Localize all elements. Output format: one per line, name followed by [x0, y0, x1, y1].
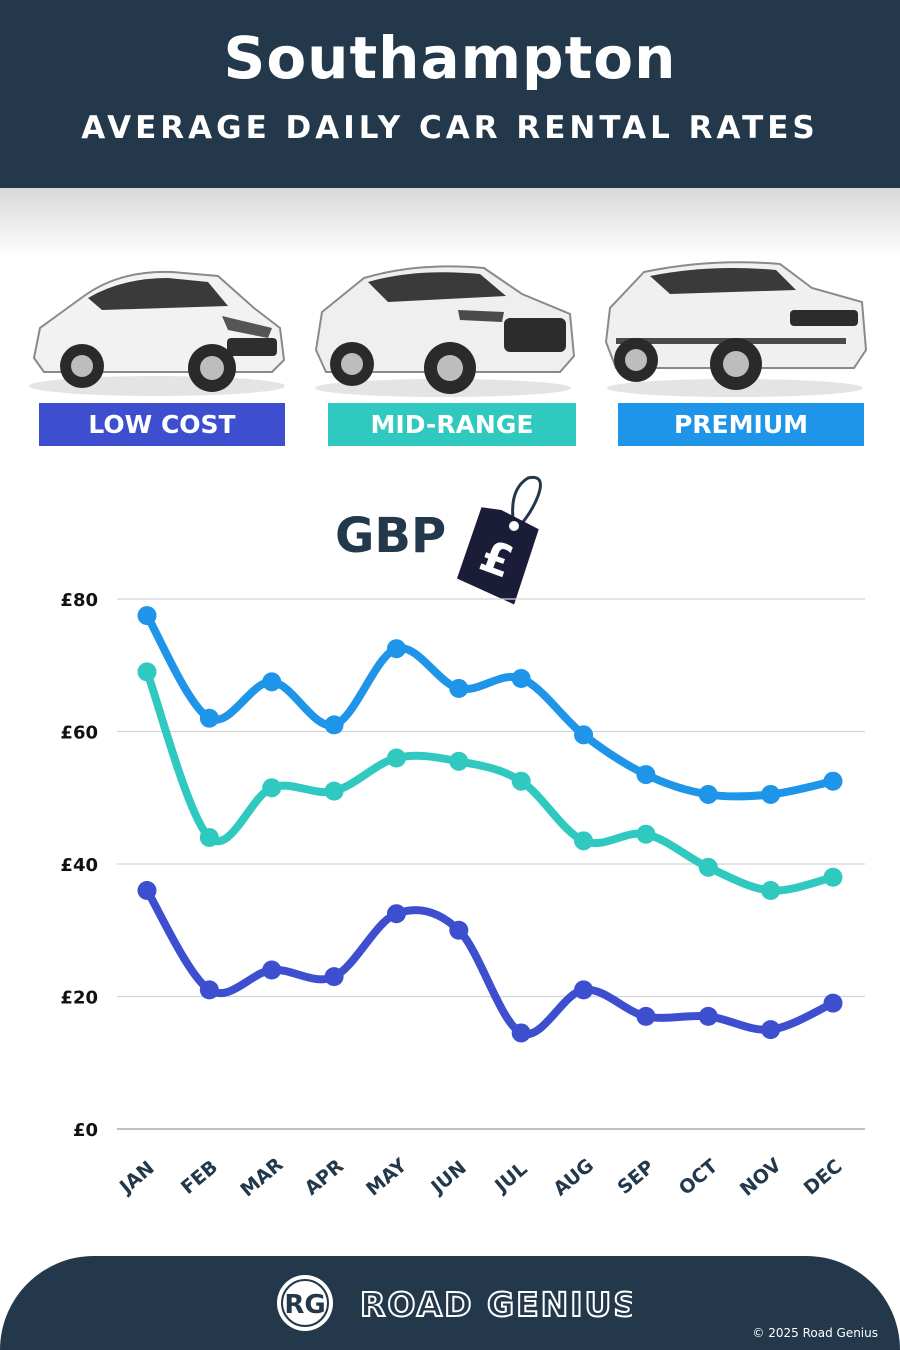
x-tick-label: MAR: [236, 1153, 287, 1201]
x-tick-label: AUG: [549, 1154, 598, 1200]
data-point-mid: [511, 771, 531, 791]
data-point-low: [324, 967, 344, 987]
premium-badge: PREMIUM: [618, 403, 864, 446]
x-tick-label: MAY: [362, 1154, 411, 1200]
header-banner: [0, 0, 900, 188]
x-tick-label: NOV: [736, 1154, 786, 1201]
x-tick-label: JUN: [426, 1157, 471, 1200]
data-point-low: [761, 1020, 781, 1040]
data-point-low: [823, 993, 843, 1013]
data-point-premium: [823, 771, 843, 791]
data-point-low: [698, 1006, 718, 1026]
price-tag-icon: £: [456, 475, 542, 605]
data-point-low: [199, 980, 219, 1000]
data-point-low: [386, 904, 406, 924]
y-tick-label: £0: [73, 1120, 98, 1141]
data-point-mid: [823, 867, 843, 887]
data-point-premium: [761, 784, 781, 804]
data-point-premium: [199, 708, 219, 728]
x-tick-label: APR: [301, 1155, 349, 1200]
x-tick-label: JAN: [114, 1157, 159, 1199]
data-point-mid: [698, 857, 718, 877]
data-point-mid: [262, 778, 282, 798]
data-point-low: [262, 960, 282, 980]
logo-mark: RG: [284, 1290, 325, 1320]
rental-rates-chart: £0 £20 £40 £60 £80 JAN FEB MAR APR MAY JUN JUL AUG SE…: [60, 590, 865, 1201]
premium-suv-car-image: [604, 261, 868, 397]
data-point-premium: [511, 669, 531, 688]
data-point-premium: [137, 606, 157, 626]
x-tick-label: SEP: [613, 1156, 658, 1199]
x-tick-label: DEC: [800, 1155, 847, 1199]
road-genius-logo: RG ROAD GENIUS: [277, 1275, 632, 1331]
series-line-mid: [143, 667, 837, 895]
x-tick-label: FEB: [177, 1156, 222, 1199]
data-point-premium: [698, 784, 718, 804]
y-tick-label: £40: [60, 855, 98, 876]
suv-car-image: [314, 265, 576, 397]
data-point-mid: [761, 881, 781, 900]
data-point-premium: [324, 715, 344, 735]
data-point-low: [636, 1006, 656, 1026]
page-title: Southampton: [223, 24, 677, 92]
data-point-mid: [636, 824, 656, 844]
data-point-mid: [324, 781, 344, 801]
header-shadow: [0, 188, 900, 258]
data-point-premium: [386, 639, 406, 659]
x-tick-label: JUL: [489, 1158, 531, 1198]
y-tick-label: £80: [60, 590, 98, 611]
y-tick-label: £60: [60, 723, 98, 744]
data-point-low: [137, 881, 157, 900]
data-point-mid: [386, 748, 406, 768]
data-point-mid: [449, 751, 469, 771]
data-point-premium: [262, 672, 282, 692]
low-cost-badge: LOW COST: [39, 403, 285, 446]
y-tick-label: £20: [60, 988, 98, 1009]
currency-label: GBP: [335, 508, 447, 564]
footer-banner: [0, 1256, 900, 1350]
series-line-low: [143, 886, 837, 1039]
hatchback-car-image: [29, 270, 286, 396]
data-point-mid: [199, 828, 219, 847]
data-point-premium: [636, 765, 656, 785]
copyright-text: © 2025 Road Genius: [752, 1326, 878, 1340]
data-point-premium: [574, 725, 594, 745]
data-point-mid: [574, 831, 594, 851]
logo-wordmark: ROAD GENIUS: [360, 1285, 632, 1324]
x-tick-label: OCT: [675, 1155, 722, 1200]
mid-range-badge: MID-RANGE: [328, 403, 576, 446]
data-point-premium: [449, 678, 469, 698]
data-point-low: [511, 1023, 531, 1043]
data-point-mid: [137, 662, 157, 682]
data-point-low: [574, 980, 594, 1000]
page-subtitle: AVERAGE DAILY CAR RENTAL RATES: [81, 110, 819, 146]
data-point-low: [449, 920, 469, 940]
